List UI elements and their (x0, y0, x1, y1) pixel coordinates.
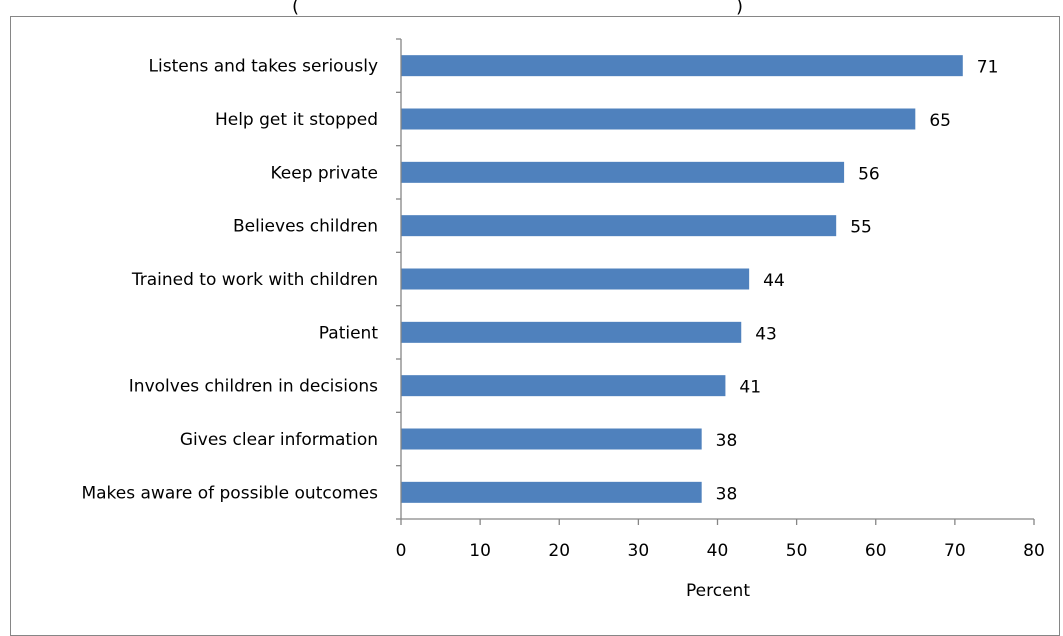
bar (401, 428, 702, 450)
bar (401, 215, 837, 237)
x-axis-title: Percent (686, 581, 750, 601)
data-label: 38 (716, 484, 738, 504)
data-label: 55 (850, 218, 872, 238)
bar (401, 161, 845, 183)
category-label: Keep private (270, 163, 378, 183)
category-label: Help get it stopped (215, 110, 378, 130)
bar (401, 268, 750, 290)
data-label: 71 (977, 58, 999, 78)
bar (401, 481, 702, 503)
data-label: 41 (739, 378, 761, 398)
x-tick-label: 20 (548, 541, 570, 561)
x-tick-label: 70 (944, 541, 966, 561)
bar (401, 321, 742, 343)
x-tick-label: 50 (786, 541, 808, 561)
axes-layer: 0 10 20 30 40 50 60 70 80 (396, 38, 1045, 561)
x-tick-label: 80 (1023, 541, 1045, 561)
data-label: 56 (858, 164, 880, 184)
data-label: 43 (755, 324, 777, 344)
category-label: Patient (319, 323, 379, 343)
category-label: Involves children in decisions (129, 377, 378, 397)
bar (401, 375, 726, 397)
x-tick-label: 0 (396, 541, 407, 561)
category-label: Trained to work with children (131, 270, 378, 290)
chart-title-fragment-right: ) (736, 0, 743, 17)
bars-layer: Listens and takes seriously 71 Help get it… (81, 55, 998, 504)
data-label: 65 (929, 111, 951, 131)
x-tick-label: 30 (628, 541, 650, 561)
category-label: Listens and takes seriously (149, 57, 378, 77)
data-label: 38 (716, 431, 738, 451)
bar (401, 108, 916, 130)
x-tick-label: 10 (469, 541, 491, 561)
category-label: Believes children (233, 217, 378, 237)
category-label: Makes aware of possible outcomes (81, 483, 378, 503)
chart-title-fragment-left: ( (292, 0, 299, 17)
category-label: Gives clear information (180, 430, 378, 450)
bar (401, 55, 963, 77)
x-tick-label: 40 (707, 541, 729, 561)
data-label: 44 (763, 271, 785, 291)
x-tick-label: 60 (865, 541, 887, 561)
